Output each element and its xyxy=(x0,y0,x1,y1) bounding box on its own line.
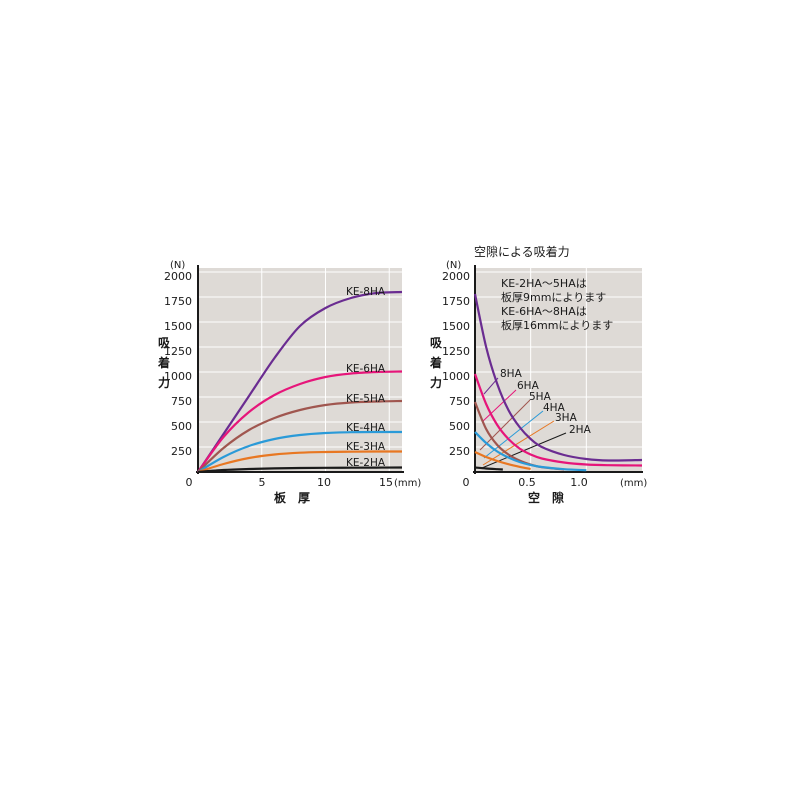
series-line-3ha xyxy=(474,450,531,471)
y-axis-label-char: 着 xyxy=(429,355,442,370)
y-tick-label: 250 xyxy=(449,445,470,458)
series-label: KE-4HA xyxy=(346,422,386,434)
series-label: KE-8HA xyxy=(346,286,386,298)
leader-line xyxy=(481,389,517,423)
x-unit: (mm) xyxy=(620,478,647,489)
y-axis-label: 吸 着 力 xyxy=(157,336,171,390)
note-line: 板厚9mmによります xyxy=(501,290,606,304)
series-line-ke-6ha xyxy=(197,370,403,473)
series-line-ke-2ha xyxy=(197,466,403,474)
chart-air-gap: 空隙による吸着力 (N) 250 500 750 1000 1250 1500 … xyxy=(429,244,647,505)
note-line: 板厚16mmによります xyxy=(501,318,613,332)
y-tick-label: 1000 xyxy=(442,370,470,383)
y-tick-label: 2000 xyxy=(164,270,192,283)
x-tick-label: 0.5 xyxy=(518,476,536,489)
gridlines xyxy=(198,268,402,472)
y-tick-label: 500 xyxy=(171,420,192,433)
chart-title: 空隙による吸着力 xyxy=(474,244,570,259)
series-label: 8HA xyxy=(500,368,523,380)
chart-plate-thickness: (N) 250 500 750 1000 1250 1500 1750 2000… xyxy=(157,260,421,505)
x-tick-label: 5 xyxy=(259,476,266,489)
y-axis-label-char: 吸 xyxy=(430,336,443,350)
series-label: KE-6HA xyxy=(346,363,386,375)
x-tick-label: 0 xyxy=(463,476,470,489)
x-tick-label: 0 xyxy=(186,476,193,489)
plot-area xyxy=(475,268,642,472)
y-unit: (N) xyxy=(446,260,461,271)
y-tick-labels: 250 500 750 1000 1250 1500 1750 2000 xyxy=(164,270,192,458)
series-line-2ha xyxy=(474,466,503,471)
y-tick-label: 1000 xyxy=(164,370,192,383)
y-tick-label: 750 xyxy=(449,395,470,408)
y-tick-label: 1500 xyxy=(164,320,192,333)
series-label: 4HA xyxy=(543,402,566,414)
x-unit: (mm) xyxy=(394,478,421,489)
y-tick-label: 1750 xyxy=(442,295,470,308)
x-tick-label: 15 xyxy=(379,476,393,489)
plot-area xyxy=(198,268,402,472)
series-label: KE-2HA xyxy=(346,457,386,469)
x-tick-label: 1.0 xyxy=(570,476,588,489)
series-line-4ha xyxy=(474,431,587,472)
y-tick-label: 1750 xyxy=(164,295,192,308)
y-tick-label: 250 xyxy=(171,445,192,458)
series-lines xyxy=(197,290,403,474)
x-tick-label: 10 xyxy=(317,476,331,489)
series-lines xyxy=(473,293,643,472)
series-line-ke-5ha xyxy=(197,399,403,473)
series-line-ke-8ha xyxy=(197,290,403,473)
y-tick-label: 500 xyxy=(449,420,470,433)
y-tick-label: 1500 xyxy=(442,320,470,333)
series-line-ke-3ha xyxy=(197,450,403,474)
y-tick-label: 1250 xyxy=(164,345,192,358)
series-label: 6HA xyxy=(517,380,540,392)
note-line: KE-2HA～5HAは xyxy=(501,277,587,290)
y-axis-label-char: 着 xyxy=(157,355,170,370)
y-tick-label: 2000 xyxy=(442,270,470,283)
y-axis-label: 吸 着 力 xyxy=(429,336,443,390)
series-label: 3HA xyxy=(555,412,578,424)
series-line-6ha xyxy=(473,373,643,467)
series-label: 5HA xyxy=(529,391,552,403)
y-axis-label-char: 力 xyxy=(158,375,170,390)
y-tick-label: 750 xyxy=(171,395,192,408)
y-axis-label-char: 吸 xyxy=(158,336,171,350)
leader-line xyxy=(482,420,555,466)
series-line-8ha xyxy=(473,293,643,462)
series-label: 2HA xyxy=(569,424,592,436)
legend-labels: KE-8HA KE-6HA KE-5HA KE-4HA KE-3HA KE-2H… xyxy=(346,286,386,469)
x-axis-label: 空 隙 xyxy=(528,490,564,505)
series-label: KE-5HA xyxy=(346,393,386,405)
series-line-ke-4ha xyxy=(197,430,403,473)
leader-line xyxy=(479,399,531,451)
x-tick-labels: 0 5 10 15 xyxy=(186,476,394,489)
y-axis-label-char: 力 xyxy=(430,375,442,390)
y-unit: (N) xyxy=(170,260,185,271)
y-tick-labels: 250 500 750 1000 1250 1500 1750 2000 xyxy=(442,270,470,458)
legend-labels: 8HA 6HA 5HA 4HA 3HA 2HA xyxy=(500,368,592,436)
x-axis-label: 板 厚 xyxy=(274,490,310,505)
annotation-note: KE-2HA～5HAは 板厚9mmによります KE-6HA～8HAは 板厚16m… xyxy=(501,277,613,332)
note-line: KE-6HA～8HAは xyxy=(501,305,587,318)
series-label: KE-3HA xyxy=(346,441,386,453)
x-tick-labels: 0 0.5 1.0 xyxy=(463,476,588,489)
y-tick-label: 1250 xyxy=(442,345,470,358)
